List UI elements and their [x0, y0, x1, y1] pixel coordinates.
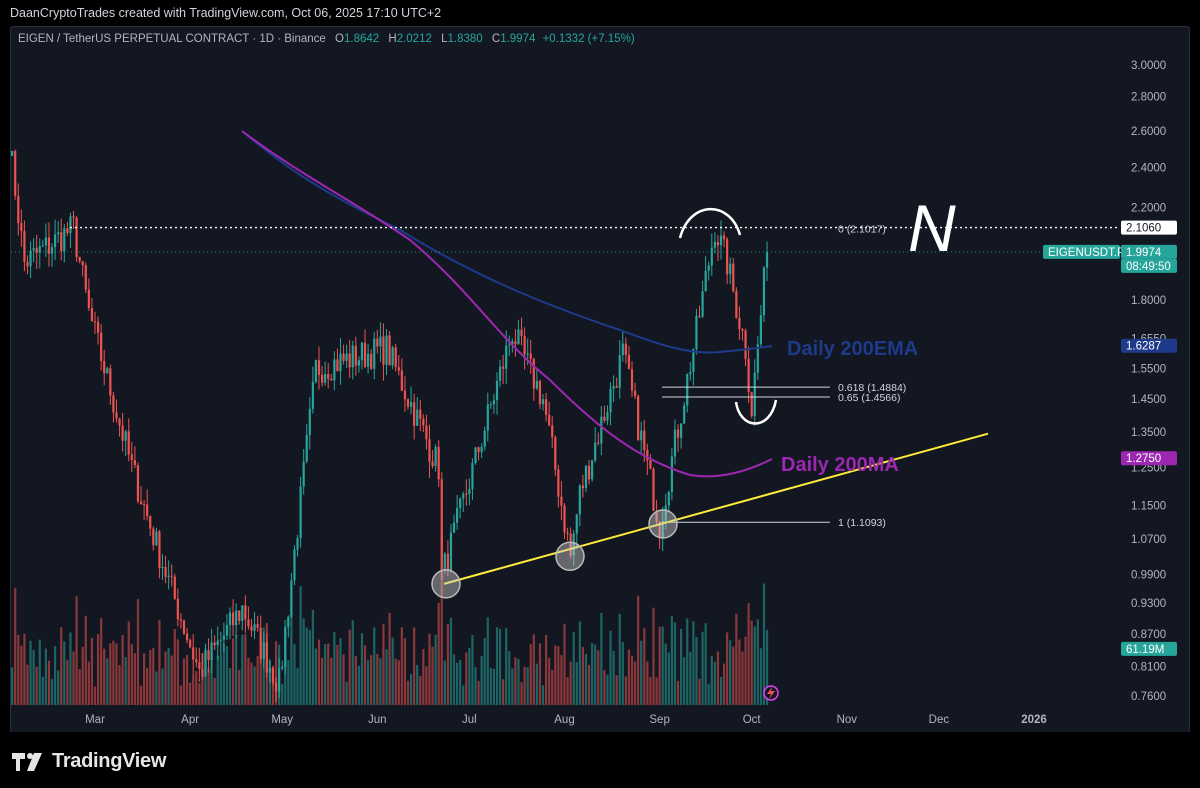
tradingview-brand: TradingView: [52, 750, 167, 772]
symbol-legend: EIGEN / TetherUS PERPETUAL CONTRACT · 1D…: [18, 33, 635, 45]
chart-panel[interactable]: [10, 26, 1190, 734]
credit-text: DaanCryptoTrades created with TradingVie…: [10, 6, 442, 20]
symbol-title: EIGEN / TetherUS PERPETUAL CONTRACT · 1D…: [18, 33, 326, 45]
close-value: 1.9974: [500, 33, 536, 45]
tradingview-logo: TradingView: [12, 750, 166, 773]
high-value: 2.0212: [396, 33, 432, 45]
low-value: 1.8380: [447, 33, 483, 45]
currency-button[interactable]: USDT: [1125, 31, 1181, 53]
low-label: L: [441, 33, 448, 45]
close-label: C: [491, 33, 501, 45]
open-label: O: [335, 33, 344, 45]
high-label: H: [388, 33, 397, 45]
open-value: 1.8642: [343, 33, 380, 45]
tradingview-logo-icon: [12, 752, 42, 771]
change-value: +0.1332 (+7.15%): [542, 33, 635, 45]
credit-bar: DaanCryptoTrades created with TradingVie…: [0, 0, 1200, 26]
footer: [0, 732, 1200, 788]
